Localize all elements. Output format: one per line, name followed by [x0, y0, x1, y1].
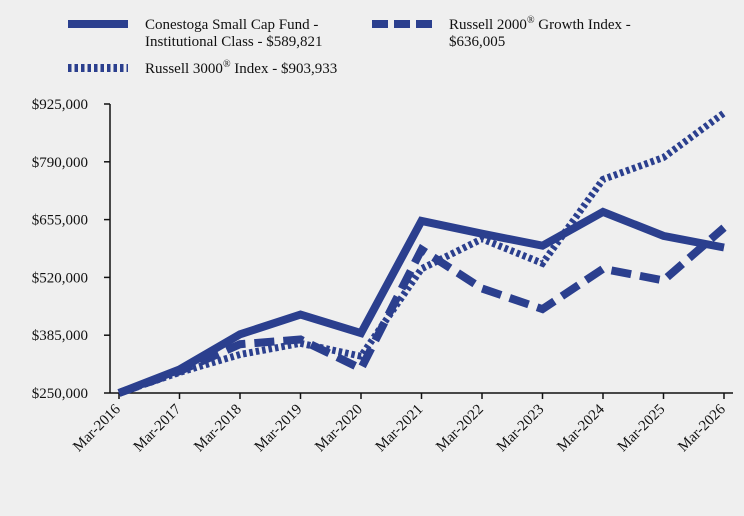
x-tick-label: Mar-2022	[433, 402, 487, 456]
x-tick-label: Mar-2017	[131, 401, 185, 455]
y-tick-label: $385,000	[32, 328, 88, 344]
y-axis-ticks: $250,000 $385,000 $520,000 $655,000 $790,000…	[32, 97, 110, 402]
legend-label-russell-2000-line2: $636,005	[449, 34, 505, 50]
y-tick-label: $520,000	[32, 270, 88, 286]
y-tick-label: $250,000	[32, 386, 88, 402]
x-tick-label: Mar-2024	[554, 401, 608, 455]
series-lines	[117, 110, 727, 397]
x-tick-label: Mar-2018	[191, 402, 245, 456]
legend-r2000-pre: Russell 2000	[449, 17, 527, 33]
x-tick-label: Mar-2026	[675, 401, 729, 455]
x-tick-label: Mar-2021	[373, 402, 427, 456]
legend-r3000-sup: ®	[223, 59, 231, 70]
series-line-solid	[117, 207, 725, 397]
x-tick-label: Mar-2023	[494, 402, 548, 456]
x-tick-label: Mar-2025	[615, 402, 669, 456]
x-tick-label: Mar-2020	[312, 402, 366, 456]
legend-label-fund-line2: Institutional Class - $589,821	[145, 34, 323, 50]
legend-r3000-pre: Russell 3000	[145, 61, 223, 77]
legend-item-russell-3000: Russell 3000® Index - $903,933	[68, 59, 337, 77]
y-tick-label: $655,000	[32, 213, 88, 229]
y-tick-label: $925,000	[32, 97, 88, 113]
y-tick-label: $790,000	[32, 155, 88, 171]
legend-label-russell-2000-line1: Russell 2000® Growth Index -	[449, 15, 631, 33]
legend-label-russell-3000: Russell 3000® Index - $903,933	[145, 59, 337, 77]
legend-r2000-post: Growth Index -	[535, 17, 631, 33]
x-tick-label: Mar-2016	[70, 401, 124, 455]
series-line-dashed	[117, 224, 727, 397]
legend: Conestoga Small Cap Fund - Institutional…	[68, 15, 631, 77]
legend-r2000-sup: ®	[527, 15, 535, 26]
legend-label-fund-line1: Conestoga Small Cap Fund -	[145, 17, 318, 33]
legend-item-russell-2000: Russell 2000® Growth Index - $636,005	[372, 15, 631, 50]
x-tick-label: Mar-2019	[252, 402, 306, 456]
series-line-dotted	[117, 110, 727, 397]
legend-item-fund: Conestoga Small Cap Fund - Institutional…	[68, 17, 323, 50]
x-axis-ticks: Mar-2016 Mar-2017 Mar-2018 Mar-2019 Mar-2020…	[70, 393, 729, 455]
legend-r3000-post: Index - $903,933	[231, 61, 338, 77]
